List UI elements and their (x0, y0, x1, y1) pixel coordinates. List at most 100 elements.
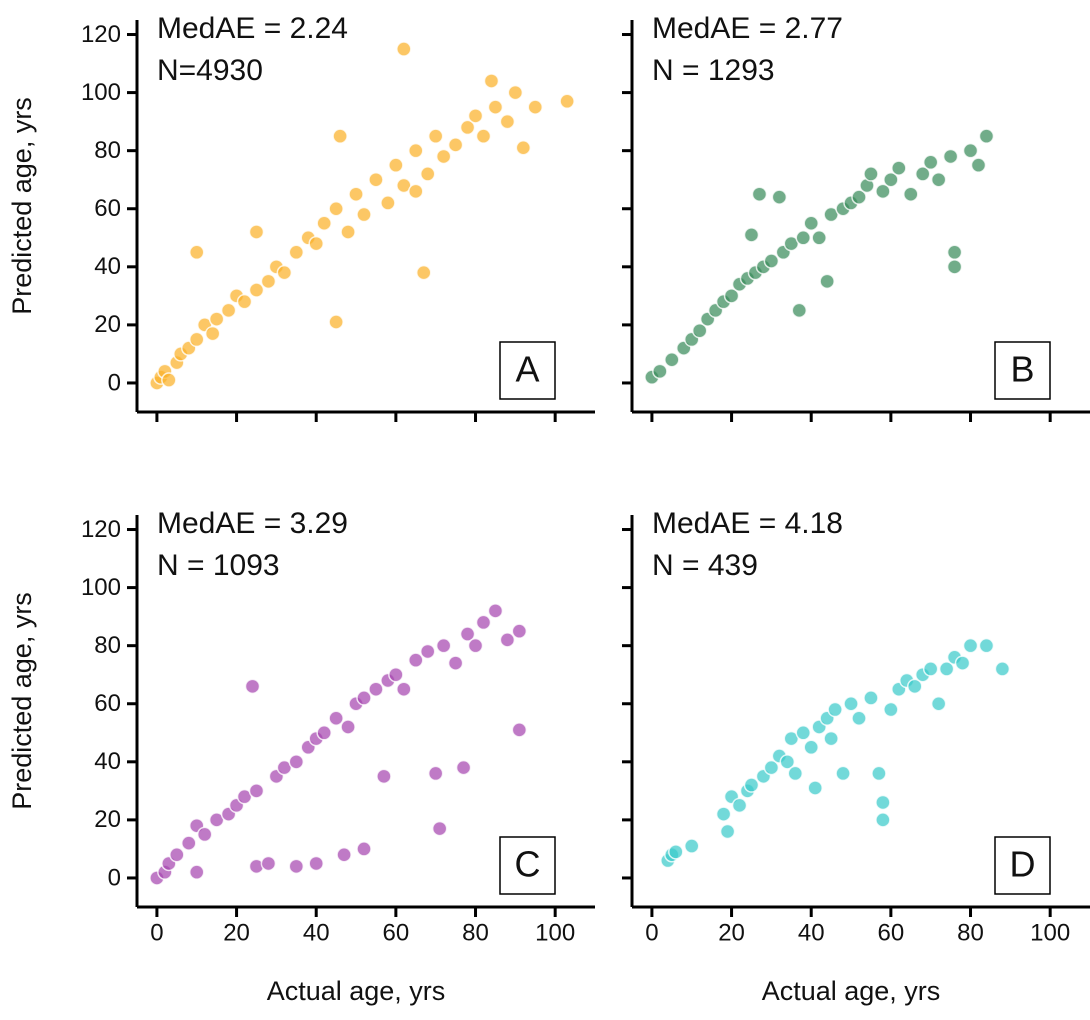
x-tick-label: 60 (878, 919, 905, 946)
point (447, 655, 464, 671)
point (336, 846, 352, 863)
annotation: MedAE = 4.18 (652, 507, 843, 540)
y-tick-label: 0 (108, 864, 121, 891)
point (316, 725, 332, 741)
point (431, 820, 448, 837)
point (415, 264, 432, 281)
point (260, 855, 277, 872)
point (807, 780, 823, 796)
point (419, 166, 436, 182)
point (204, 325, 221, 342)
point (447, 137, 464, 153)
x-tick-label: 100 (1030, 919, 1070, 946)
point (380, 195, 396, 211)
point (751, 186, 768, 202)
point (188, 864, 205, 880)
point (244, 678, 261, 695)
annotation: N = 439 (652, 549, 758, 582)
point (455, 759, 472, 776)
point (507, 84, 524, 101)
point (276, 264, 293, 281)
point (779, 754, 796, 770)
point (691, 322, 708, 339)
point (930, 695, 947, 712)
point (288, 754, 305, 770)
point (328, 314, 344, 330)
point (188, 331, 205, 348)
y-tick-label: 60 (94, 195, 121, 222)
y-tick-label: 100 (81, 574, 121, 601)
point (388, 157, 404, 173)
point (652, 363, 668, 380)
panel-label: C (515, 844, 541, 885)
point (181, 835, 197, 851)
panel-label-box (499, 341, 556, 400)
x-tick-label: 80 (462, 919, 489, 946)
point (288, 858, 305, 875)
panel-label-box (994, 341, 1051, 400)
x-tick-label: 0 (150, 919, 163, 946)
y-tick-label: 120 (81, 21, 121, 48)
point (499, 632, 516, 648)
point (308, 855, 324, 872)
point (435, 148, 452, 165)
panel-label: B (1010, 349, 1034, 390)
point (396, 681, 412, 697)
point (851, 710, 867, 727)
point (408, 142, 424, 159)
point (475, 128, 492, 144)
point (787, 765, 804, 782)
point (803, 215, 819, 232)
point (715, 806, 732, 822)
x-tick-label: 20 (223, 919, 250, 946)
y-axis-label: Predicted age, yrs (7, 97, 37, 315)
point (467, 637, 484, 654)
point (368, 681, 384, 697)
point (427, 128, 444, 144)
point (875, 812, 891, 828)
point (851, 189, 867, 205)
point (763, 759, 780, 776)
point (683, 838, 700, 854)
x-tick-label: 0 (645, 919, 658, 946)
point (368, 171, 384, 188)
point (835, 765, 851, 782)
point (169, 846, 185, 863)
point (208, 311, 225, 327)
point (883, 171, 899, 188)
point (356, 690, 372, 706)
x-axis-label: Actual age, yrs (762, 976, 941, 1006)
point (930, 171, 947, 188)
point (946, 259, 963, 275)
point (475, 614, 492, 631)
point (348, 186, 364, 202)
point (723, 288, 740, 304)
point (875, 794, 891, 811)
annotation: MedAE = 2.24 (157, 12, 348, 45)
x-tick-label: 80 (957, 919, 984, 946)
point (308, 235, 324, 252)
point (719, 823, 736, 840)
point (863, 690, 879, 706)
y-tick-label: 40 (94, 748, 121, 775)
point (743, 777, 760, 793)
x-tick-label: 60 (383, 919, 410, 946)
point (907, 678, 923, 695)
point (795, 725, 812, 741)
point (196, 826, 213, 843)
panel-label: D (1010, 844, 1036, 885)
point (419, 643, 436, 660)
y-tick-label: 120 (81, 516, 121, 543)
annotation: N=4930 (157, 54, 263, 87)
point (248, 783, 265, 799)
point (791, 302, 808, 319)
point (236, 293, 253, 310)
point (803, 739, 819, 756)
x-axis-label: Actual age, yrs (267, 976, 446, 1006)
point (843, 695, 859, 712)
point (823, 730, 839, 747)
y-axis-label: Predicted age, yrs (7, 592, 37, 810)
point (220, 302, 237, 319)
point (288, 244, 305, 261)
